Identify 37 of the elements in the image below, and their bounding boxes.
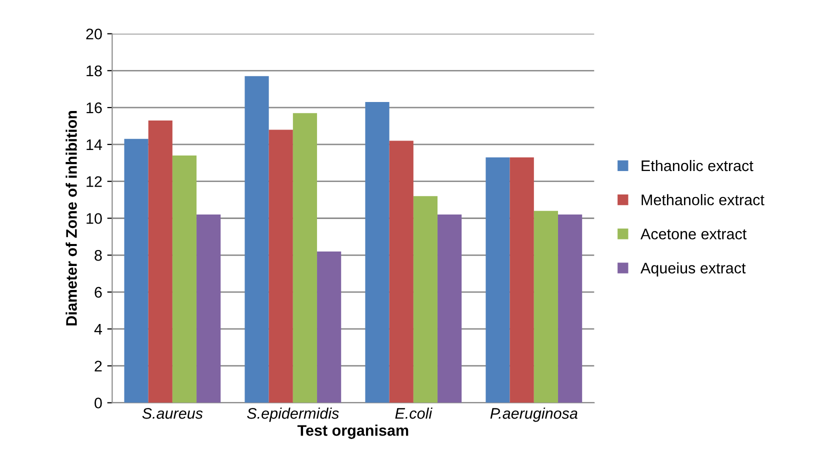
legend-label: Aqueius extract [640,262,746,277]
y-tick-label: 20 [86,28,102,40]
y-tick-label: 6 [94,286,102,298]
y-tick-label: 2 [94,360,102,372]
x-tick-label: P.aeruginosa [490,408,578,422]
bar [486,157,510,403]
legend-label: Acetone extract [640,228,747,240]
bar [124,138,148,403]
bar [196,214,221,403]
x-tick-label: E.coli [395,408,432,419]
y-tick-label: 4 [94,324,102,334]
bar [244,76,269,403]
y-tick-label: 0 [94,398,102,408]
y-tick-label: 18 [86,66,102,76]
y-tick-label: 8 [94,250,102,261]
bar [534,210,558,403]
y-axis-title: Diameter of Zone of inhibition [66,110,77,326]
y-tick-label: 14 [86,139,102,150]
bar [292,113,318,403]
x-tick-label: S.epidermidis [247,408,339,422]
x-tick-label: S.aureus [142,408,203,419]
y-tick-label: 10 [86,213,102,224]
bar [148,120,172,403]
x-axis-title: Test organisam [297,424,408,439]
bar [438,214,462,403]
bar [268,130,293,403]
legend-label: Methanolic extract [642,194,764,206]
bar [413,196,438,403]
bar [558,214,582,403]
bar [510,157,534,403]
bar [172,156,197,403]
y-tick-label: 16 [86,102,102,114]
bar [317,251,342,403]
legend-label: Ethanolic extract [642,160,754,172]
y-tick-label: 12 [86,176,102,187]
bar [365,102,390,403]
bar [389,140,414,403]
